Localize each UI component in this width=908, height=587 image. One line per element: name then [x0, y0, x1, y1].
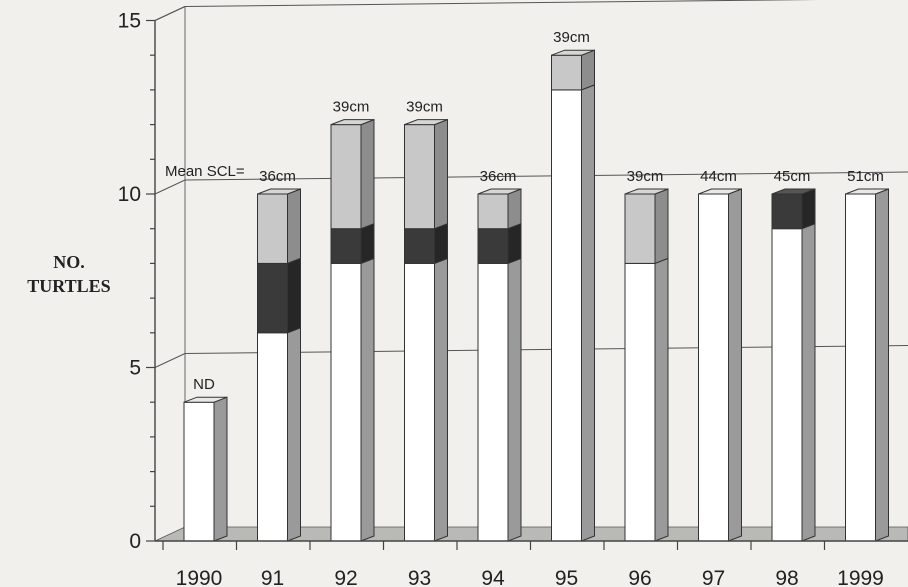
bar-segment-side [287, 257, 301, 334]
bar-top [404, 119, 448, 126]
bar-top [183, 396, 228, 403]
gridline [184, 171, 908, 181]
bar-data-label: 51cm [847, 168, 884, 185]
bar-data-label: ND [193, 376, 215, 393]
bar-segment-side [287, 188, 301, 265]
bar-segment [698, 193, 729, 542]
bar-stack: 39cm [330, 99, 375, 542]
bar-top [330, 119, 375, 126]
bar-stack: 39cm [404, 99, 448, 542]
bar-data-label: 39cm [406, 99, 443, 116]
gridline-side [154, 179, 186, 195]
x-tick-label: 1990 [176, 567, 223, 587]
bar-segment-side [801, 188, 816, 230]
y-tick-label: 5 [129, 357, 141, 380]
y-tick-label: 10 [118, 183, 141, 206]
bar-segment [551, 89, 582, 542]
mean-scl-annotation: Mean SCL= [165, 163, 245, 180]
bar-segment-side [287, 327, 301, 542]
bar-segment [624, 262, 656, 542]
bar-segment-side [434, 257, 448, 542]
bar-top [624, 188, 669, 195]
bar-data-label: 45cm [774, 168, 811, 185]
bar-segment [404, 124, 435, 230]
gridline [184, 0, 818, 7]
x-tick-label: 96 [628, 567, 651, 587]
gridline-side [154, 6, 186, 21]
bar-top [771, 188, 816, 195]
bar-segment [477, 193, 509, 230]
bar-segment-side [507, 222, 522, 265]
bar-segment-side [801, 222, 816, 542]
bar-segment-side [581, 84, 595, 542]
bar-segment [624, 193, 656, 264]
bar-segment [330, 124, 362, 230]
bar-stack: 45cm [771, 168, 816, 542]
bar-data-label: 39cm [553, 29, 590, 46]
x-tick-label: 98 [775, 567, 798, 587]
bar-stack: 51cm [845, 168, 889, 542]
bar-segment [404, 262, 435, 542]
y-axis: 0 5 10 15 [118, 10, 156, 553]
x-tick-label: 97 [702, 567, 725, 587]
bar-data-label: 36cm [259, 168, 296, 185]
bar-data-label: 36cm [480, 168, 517, 185]
bar-segment-side [360, 257, 375, 542]
bar-top [257, 188, 301, 195]
bar-segment [551, 54, 582, 91]
y-axis-title-line2: TURTLES [27, 276, 111, 297]
bars: ND 36cm 39cm 39cm 36cm 39cm 39cm 44cm 45cm 51cm [183, 29, 889, 542]
bar-segment [257, 262, 288, 334]
bar-segment-side [434, 222, 448, 265]
bar-segment [183, 401, 215, 542]
y-axis-title-line1: NO. [53, 252, 85, 272]
gridline-side [154, 353, 186, 368]
bar-data-label: 39cm [333, 99, 370, 116]
bar-stack: 44cm [698, 168, 742, 542]
y-axis-title: NO. TURTLES [10, 250, 128, 299]
bar-segment-side [728, 188, 742, 542]
bar-segment [771, 228, 803, 542]
bar-segment-side [434, 118, 448, 230]
bar-segment-side [875, 188, 889, 542]
bar-segment-side [654, 257, 669, 542]
bar-segment [845, 193, 876, 542]
bar-segment [257, 193, 288, 264]
x-tick-label: 1999 [837, 567, 884, 587]
bar-segment-side [654, 188, 669, 265]
y-tick-label: 15 [118, 10, 141, 33]
bar-stack: 39cm [551, 29, 595, 542]
x-tick-label: 92 [334, 567, 357, 587]
x-tick-label: 94 [481, 567, 505, 587]
bar-stack: 36cm [477, 168, 522, 542]
bar-stack: 39cm [624, 168, 669, 542]
bar-segment [257, 332, 288, 542]
bar-segment-side [213, 396, 228, 542]
bar-segment [771, 193, 803, 230]
bar-segment [330, 262, 362, 542]
bar-top [845, 188, 889, 195]
x-tick-label: 93 [408, 567, 431, 587]
bar-segment-side [360, 118, 375, 230]
bar-segment-side [507, 257, 522, 542]
bar-segment [477, 262, 509, 542]
x-tick-label: 95 [555, 567, 578, 587]
bar-segment-side [581, 49, 595, 91]
bar-data-label: 39cm [627, 168, 664, 185]
bar-top [477, 188, 522, 195]
bar-segment [404, 228, 435, 264]
bar-segment [477, 228, 509, 264]
x-axis: 1990 91 92 93 94 95 96 97 98 1999 [155, 540, 908, 587]
bar-segment-side [360, 222, 375, 265]
y-tick-label: 0 [129, 530, 141, 553]
bar-stack: 36cm [257, 168, 301, 542]
bar-segment [330, 228, 362, 264]
bar-top [551, 49, 595, 56]
bar-data-label: 44cm [700, 168, 737, 185]
x-tick-label: 91 [261, 567, 284, 587]
bar-stack: ND [183, 376, 228, 542]
bar-top [698, 188, 742, 195]
bar-segment-side [507, 188, 522, 230]
